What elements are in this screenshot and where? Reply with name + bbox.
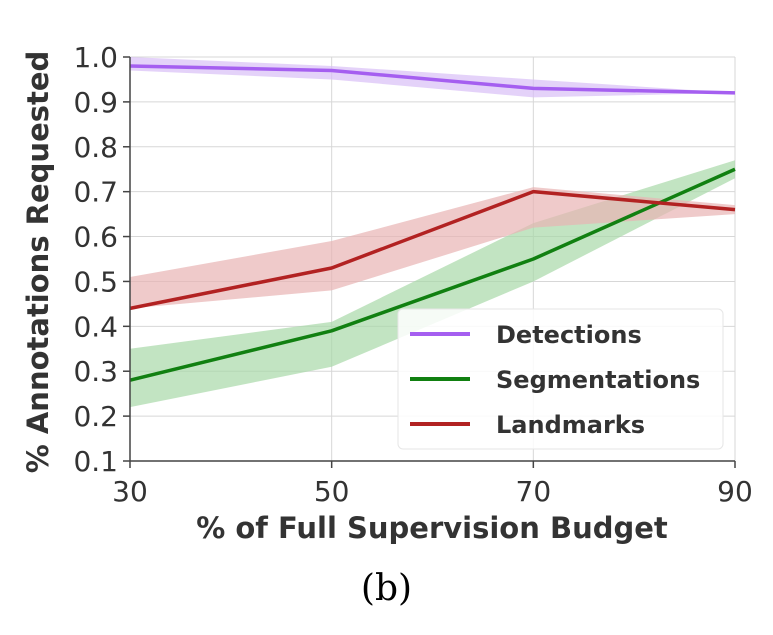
y-tick-label: 0.6 [73, 221, 118, 254]
y-tick-label: 0.2 [73, 400, 118, 433]
y-tick-label: 1.0 [73, 41, 118, 74]
figure-caption: (b) [360, 568, 413, 609]
x-axis-label: % of Full Supervision Budget [196, 511, 668, 545]
legend-box [397, 308, 724, 450]
legend-label-landmarks: Landmarks [496, 411, 645, 439]
y-tick-label: 0.7 [73, 176, 118, 209]
legend: Detections Segmentations Landmarks [397, 308, 724, 450]
series-line-landmarks [129, 189, 736, 311]
x-tick-label: 50 [314, 475, 350, 508]
y-tick-label: 0.3 [73, 355, 118, 388]
x-tick-label: 90 [717, 475, 753, 508]
series-line-segmentations [129, 167, 736, 382]
y-axis-label: % Annotations Requested [21, 51, 55, 474]
legend-label-segmentations: Segmentations [496, 366, 700, 394]
x-tick-label: 70 [516, 475, 552, 508]
series-lines [129, 64, 736, 382]
band-detections [130, 57, 735, 98]
line-chart: 0.1 0.2 0.3 0.4 0.5 0.6 0.7 0.8 0.9 1.0 30 50 70 90 %… [21, 41, 753, 545]
tick-labels: 0.1 0.2 0.3 0.4 0.5 0.6 0.7 0.8 0.9 1.0 30 50 70 90 [73, 41, 752, 508]
y-tick-label: 0.9 [73, 86, 118, 119]
y-tick-label: 0.5 [73, 265, 118, 298]
axes [123, 56, 736, 468]
y-tick-label: 0.8 [73, 131, 118, 164]
legend-label-detections: Detections [496, 321, 642, 349]
series-line-detections [129, 64, 736, 95]
x-tick-label: 30 [112, 475, 148, 508]
y-tick-label: 0.4 [73, 310, 118, 343]
y-tick-label: 0.1 [73, 445, 118, 478]
